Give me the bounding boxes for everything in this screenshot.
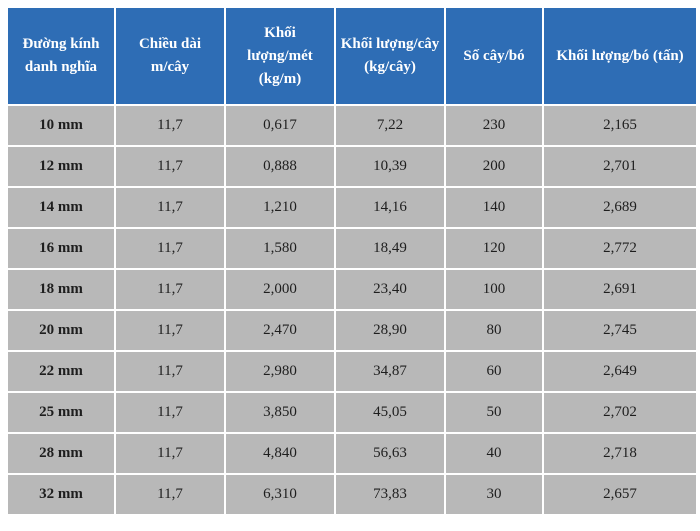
cell-col-bars-per-bundle: 140 — [446, 188, 542, 227]
cell-col-diameter: 20 mm — [8, 311, 114, 350]
table-row: 22 mm 11,7 2,980 34,87 60 2,649 — [8, 352, 696, 391]
table-row: 20 mm 11,7 2,470 28,90 80 2,745 — [8, 311, 696, 350]
header-col-length: Chiều dài m/cây — [116, 8, 224, 104]
header-col-weight-per-bar: Khối lượng/cây (kg/cây) — [336, 8, 444, 104]
cell-col-weight-per-bar: 23,40 — [336, 270, 444, 309]
cell-col-weight-per-bundle: 2,165 — [544, 106, 696, 145]
cell-col-bars-per-bundle: 200 — [446, 147, 542, 186]
cell-col-weight-per-bundle: 2,691 — [544, 270, 696, 309]
cell-col-weight-per-bundle: 2,657 — [544, 475, 696, 514]
cell-col-weight-per-bundle: 2,702 — [544, 393, 696, 432]
cell-col-diameter: 28 mm — [8, 434, 114, 473]
cell-col-weight-per-meter: 1,210 — [226, 188, 334, 227]
cell-col-weight-per-bundle: 2,649 — [544, 352, 696, 391]
cell-col-diameter: 14 mm — [8, 188, 114, 227]
header-col-weight-per-bundle: Khối lượng/bó (tấn) — [544, 8, 696, 104]
cell-col-weight-per-meter: 6,310 — [226, 475, 334, 514]
cell-col-length: 11,7 — [116, 188, 224, 227]
cell-col-length: 11,7 — [116, 393, 224, 432]
header-row: Đường kính danh nghĩa Chiều dài m/cây Khối… — [8, 8, 696, 104]
cell-col-diameter: 22 mm — [8, 352, 114, 391]
cell-col-length: 11,7 — [116, 434, 224, 473]
table-row: 10 mm 11,7 0,617 7,22 230 2,165 — [8, 106, 696, 145]
cell-col-length: 11,7 — [116, 270, 224, 309]
cell-col-length: 11,7 — [116, 106, 224, 145]
cell-col-bars-per-bundle: 100 — [446, 270, 542, 309]
cell-col-weight-per-bundle: 2,701 — [544, 147, 696, 186]
cell-col-length: 11,7 — [116, 352, 224, 391]
cell-col-length: 11,7 — [116, 475, 224, 514]
cell-col-bars-per-bundle: 60 — [446, 352, 542, 391]
header-col-weight-per-meter: Khối lượng/mét (kg/m) — [226, 8, 334, 104]
cell-col-weight-per-meter: 2,000 — [226, 270, 334, 309]
steel-spec-table: Đường kính danh nghĩa Chiều dài m/cây Khối… — [6, 6, 698, 516]
cell-col-bars-per-bundle: 120 — [446, 229, 542, 268]
cell-col-diameter: 12 mm — [8, 147, 114, 186]
cell-col-weight-per-bar: 73,83 — [336, 475, 444, 514]
table-row: 32 mm 11,7 6,310 73,83 30 2,657 — [8, 475, 696, 514]
cell-col-bars-per-bundle: 30 — [446, 475, 542, 514]
cell-col-weight-per-bar: 7,22 — [336, 106, 444, 145]
cell-col-diameter: 10 mm — [8, 106, 114, 145]
cell-col-bars-per-bundle: 40 — [446, 434, 542, 473]
cell-col-bars-per-bundle: 80 — [446, 311, 542, 350]
table-row: 28 mm 11,7 4,840 56,63 40 2,718 — [8, 434, 696, 473]
table-row: 12 mm 11,7 0,888 10,39 200 2,701 — [8, 147, 696, 186]
cell-col-weight-per-meter: 2,470 — [226, 311, 334, 350]
cell-col-weight-per-bundle: 2,689 — [544, 188, 696, 227]
cell-col-bars-per-bundle: 50 — [446, 393, 542, 432]
cell-col-length: 11,7 — [116, 147, 224, 186]
cell-col-weight-per-bar: 45,05 — [336, 393, 444, 432]
cell-col-diameter: 25 mm — [8, 393, 114, 432]
cell-col-weight-per-bar: 14,16 — [336, 188, 444, 227]
header-col-diameter: Đường kính danh nghĩa — [8, 8, 114, 104]
cell-col-weight-per-meter: 3,850 — [226, 393, 334, 432]
cell-col-weight-per-bundle: 2,772 — [544, 229, 696, 268]
cell-col-diameter: 18 mm — [8, 270, 114, 309]
cell-col-weight-per-bar: 18,49 — [336, 229, 444, 268]
header-col-bars-per-bundle: Số cây/bó — [446, 8, 542, 104]
cell-col-length: 11,7 — [116, 229, 224, 268]
cell-col-diameter: 32 mm — [8, 475, 114, 514]
table-row: 25 mm 11,7 3,850 45,05 50 2,702 — [8, 393, 696, 432]
cell-col-weight-per-bar: 28,90 — [336, 311, 444, 350]
cell-col-weight-per-meter: 2,980 — [226, 352, 334, 391]
cell-col-weight-per-bar: 34,87 — [336, 352, 444, 391]
cell-col-weight-per-meter: 0,617 — [226, 106, 334, 145]
table-row: 14 mm 11,7 1,210 14,16 140 2,689 — [8, 188, 696, 227]
cell-col-bars-per-bundle: 230 — [446, 106, 542, 145]
cell-col-weight-per-bar: 56,63 — [336, 434, 444, 473]
table-row: 16 mm 11,7 1,580 18,49 120 2,772 — [8, 229, 696, 268]
cell-col-weight-per-bar: 10,39 — [336, 147, 444, 186]
cell-col-length: 11,7 — [116, 311, 224, 350]
cell-col-weight-per-bundle: 2,745 — [544, 311, 696, 350]
cell-col-weight-per-meter: 0,888 — [226, 147, 334, 186]
cell-col-weight-per-meter: 1,580 — [226, 229, 334, 268]
table-row: 18 mm 11,7 2,000 23,40 100 2,691 — [8, 270, 696, 309]
table-body: 10 mm 11,7 0,617 7,22 230 2,165 12 mm 11,7 0,888… — [8, 106, 696, 514]
cell-col-weight-per-bundle: 2,718 — [544, 434, 696, 473]
cell-col-diameter: 16 mm — [8, 229, 114, 268]
cell-col-weight-per-meter: 4,840 — [226, 434, 334, 473]
